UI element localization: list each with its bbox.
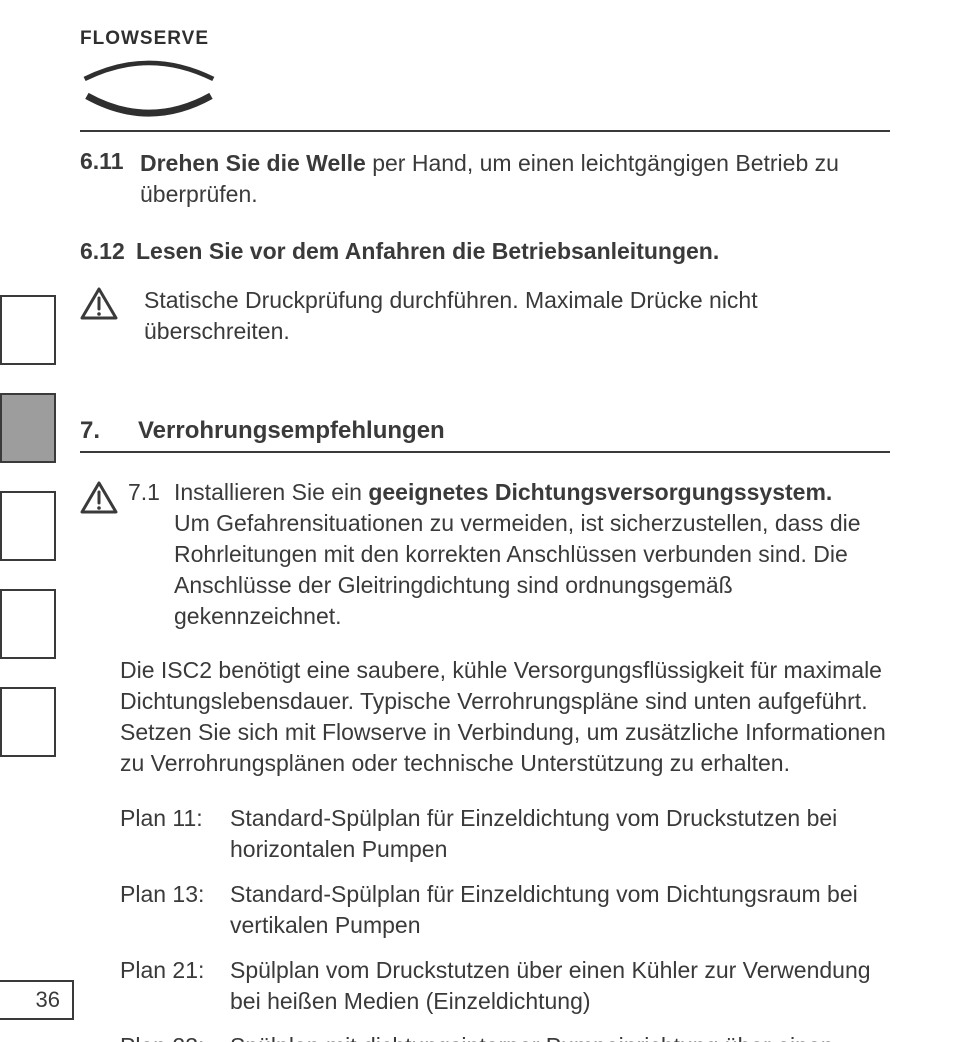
subsection-rest: Um Gefahrensituationen zu vermeiden, ist… bbox=[128, 508, 890, 632]
paragraph: Die ISC2 benötigt eine saubere, kühle Ve… bbox=[80, 655, 890, 779]
section-7-1-body: 7.1Installieren Sie ein geeignetes Dicht… bbox=[128, 477, 890, 632]
page-number-box: 36 bbox=[0, 980, 74, 1020]
side-tab[interactable] bbox=[0, 687, 56, 757]
plan-label: Plan 11: bbox=[120, 803, 230, 834]
page-number: 36 bbox=[36, 987, 60, 1013]
page-content: FLOWSERVE 6.11 Drehen Sie die Welle per … bbox=[80, 28, 890, 1042]
section-6-11: 6.11 Drehen Sie die Welle per Hand, um e… bbox=[80, 148, 890, 210]
warning-row: Statische Druckprüfung durchführen. Maxi… bbox=[80, 285, 890, 347]
section-text: Lesen Sie vor dem Anfahren die Betriebsa… bbox=[136, 238, 719, 264]
section-lead: Drehen Sie die Welle bbox=[140, 150, 366, 176]
side-tab[interactable] bbox=[0, 295, 56, 365]
side-tab[interactable] bbox=[0, 491, 56, 561]
section-6-12: 6.12Lesen Sie vor dem Anfahren die Betri… bbox=[80, 236, 890, 267]
header-rule bbox=[80, 130, 890, 132]
brand-logo: FLOWSERVE bbox=[80, 28, 218, 128]
subsection-lead: Installieren Sie ein bbox=[174, 479, 368, 505]
warning-icon bbox=[80, 481, 118, 515]
plan-label: Plan 23: bbox=[120, 1031, 230, 1042]
plan-item: Plan 11: Standard-Spülplan für Einzeldic… bbox=[120, 803, 890, 865]
subsection-number: 7.1 bbox=[128, 477, 174, 508]
warning-text: Statische Druckprüfung durchführen. Maxi… bbox=[144, 285, 890, 347]
plan-label: Plan 13: bbox=[120, 879, 230, 910]
section-number: 6.11 bbox=[80, 148, 140, 175]
warning-icon bbox=[80, 287, 118, 321]
plan-item: Plan 21: Spülplan vom Druckstutzen über … bbox=[120, 955, 890, 1017]
plan-label: Plan 21: bbox=[120, 955, 230, 986]
brand-logo-text: FLOWSERVE bbox=[80, 28, 209, 56]
subsection-bold: geeignetes Dichtungsversorgungssystem. bbox=[368, 479, 832, 505]
side-tabs bbox=[0, 295, 60, 785]
plan-desc: Spülplan vom Druckstutzen über einen Küh… bbox=[230, 955, 890, 1017]
plans-list: Plan 11: Standard-Spülplan für Einzeldic… bbox=[80, 803, 890, 1042]
section-number: 6.12 bbox=[80, 236, 136, 267]
plan-desc: Spülplan mit dichtungsinterner Pumpeinri… bbox=[230, 1031, 890, 1042]
section-7: 7. Verrohrungsempfehlungen 7.1Installier… bbox=[80, 417, 890, 1042]
section-7-heading: 7. Verrohrungsempfehlungen bbox=[80, 417, 890, 453]
logo-underarc-icon bbox=[80, 89, 218, 123]
section-7-1: 7.1Installieren Sie ein geeignetes Dicht… bbox=[80, 477, 890, 632]
side-tab[interactable] bbox=[0, 589, 56, 659]
section-title: Verrohrungsempfehlungen bbox=[138, 417, 445, 445]
plan-item: Plan 23: Spülplan mit dichtungsinterner … bbox=[120, 1031, 890, 1042]
logo-arc-icon bbox=[80, 56, 218, 84]
section-body: Drehen Sie die Welle per Hand, um einen … bbox=[140, 148, 890, 210]
section-number: 7. bbox=[80, 417, 138, 445]
plan-item: Plan 13: Standard-Spülplan für Einzeldic… bbox=[120, 879, 890, 941]
side-tab[interactable] bbox=[0, 393, 56, 463]
plan-desc: Standard-Spülplan für Einzeldichtung vom… bbox=[230, 803, 890, 865]
plan-desc: Standard-Spülplan für Einzeldichtung vom… bbox=[230, 879, 890, 941]
